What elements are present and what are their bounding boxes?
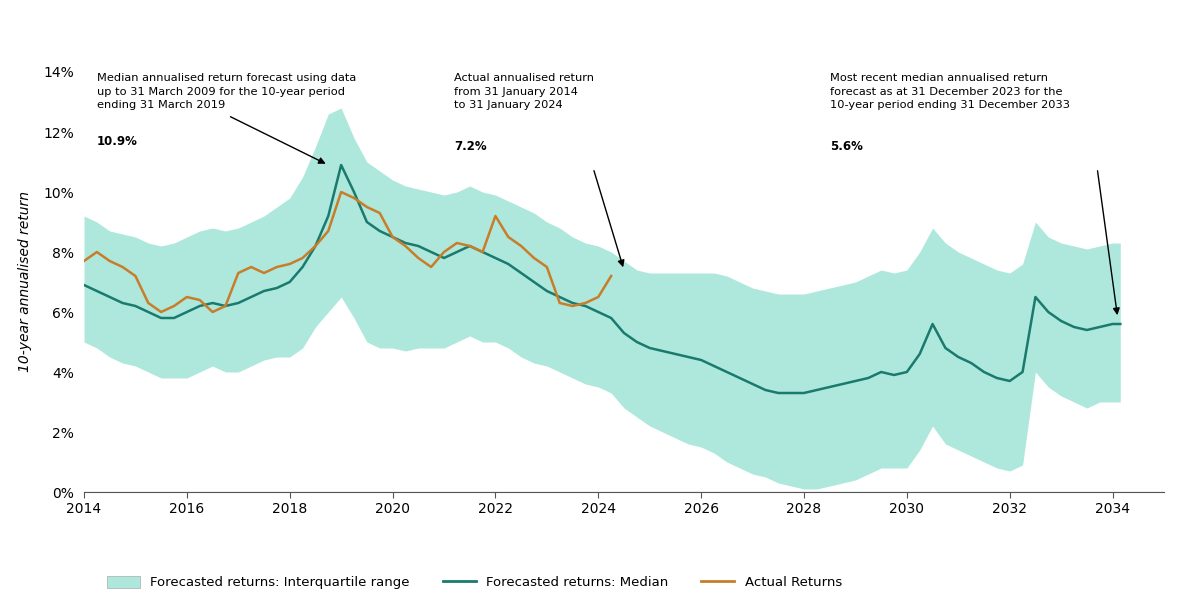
Text: 5.6%: 5.6% bbox=[829, 139, 863, 152]
Text: 7.2%: 7.2% bbox=[455, 139, 487, 152]
Text: Actual annualised return
from 31 January 2014
to 31 January 2024: Actual annualised return from 31 January… bbox=[455, 73, 594, 110]
Text: Most recent median annualised return
forecast as at 31 December 2023 for the
10-: Most recent median annualised return for… bbox=[829, 73, 1069, 110]
Text: Median annualised return forecast using data
up to 31 March 2009 for the 10-year: Median annualised return forecast using … bbox=[97, 73, 356, 110]
Y-axis label: 10-year annualised return: 10-year annualised return bbox=[18, 191, 32, 373]
Text: 10.9%: 10.9% bbox=[97, 135, 138, 148]
Legend: Forecasted returns: Interquartile range, Forecasted returns: Median, Actual Retu: Forecasted returns: Interquartile range,… bbox=[101, 571, 847, 595]
